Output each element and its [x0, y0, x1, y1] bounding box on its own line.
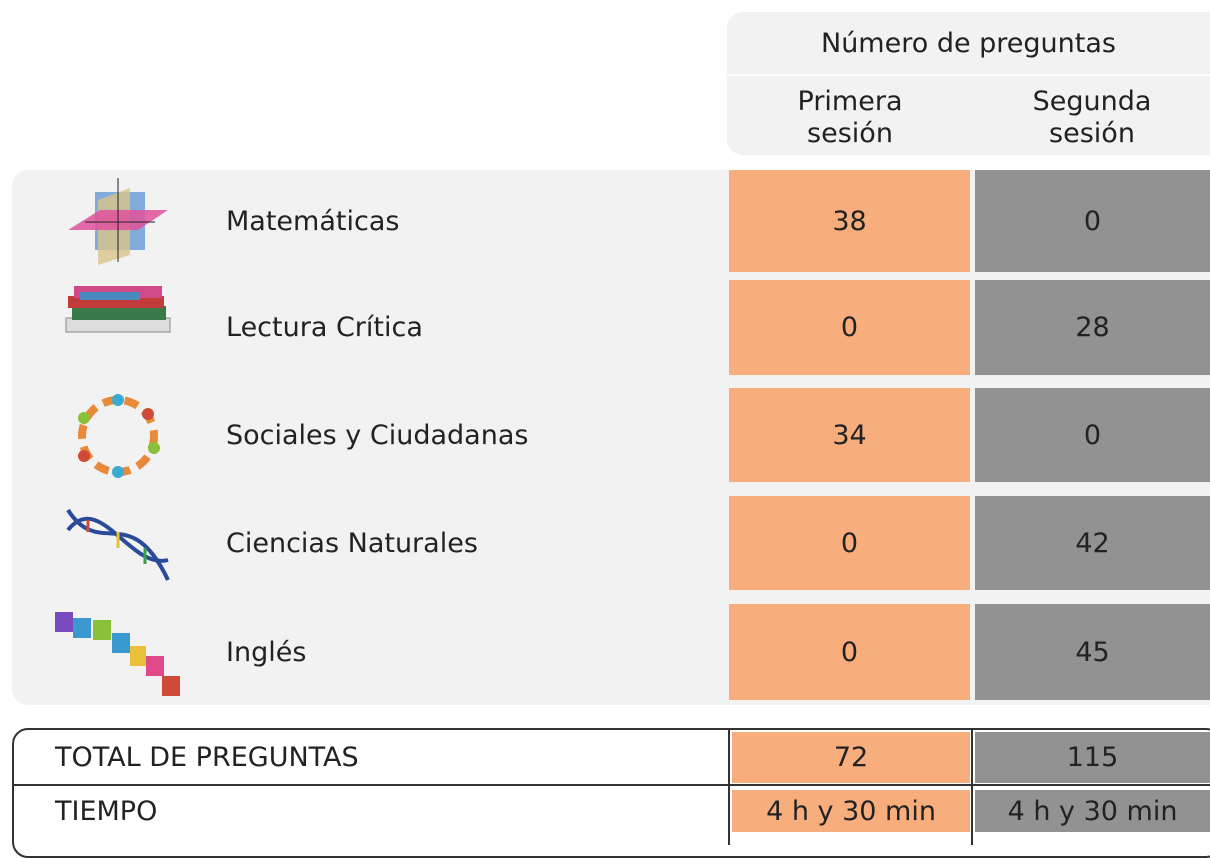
dna-icon — [66, 508, 170, 581]
second-session-value: 42 — [975, 496, 1210, 590]
time-value: 4 h y 30 min — [766, 795, 936, 827]
books-icon — [65, 286, 171, 333]
second-session-value: 0 — [975, 170, 1210, 272]
second-session-value: 45 — [975, 604, 1210, 700]
total-value: 72 — [833, 742, 869, 773]
subject-label: Sociales y Ciudadanas — [226, 419, 529, 451]
subject-label: Inglés — [226, 636, 307, 668]
column-header: Segunda sesión — [1032, 85, 1152, 149]
time-label: TIEMPO — [55, 795, 158, 827]
header-panel — [727, 12, 1210, 155]
subject-label: Matemáticas — [226, 205, 400, 237]
first-session-value: 34 — [729, 388, 970, 482]
first-session-value: 0 — [729, 604, 970, 700]
people-icon — [78, 394, 160, 478]
total-cell-bg — [732, 732, 970, 783]
second-session-value: 28 — [975, 280, 1210, 375]
first-session-value: 0 — [729, 496, 970, 590]
summary-divider — [12, 784, 1210, 786]
subject-label: Lectura Crítica — [226, 312, 423, 343]
header-divider — [727, 74, 1210, 76]
total-value: 115 — [1066, 742, 1119, 773]
column-header: Primera sesión — [797, 85, 903, 149]
summary-vline — [971, 728, 973, 845]
time-value: 4 h y 30 min — [1007, 795, 1178, 827]
english-icon — [55, 612, 180, 696]
summary-vline — [728, 728, 730, 845]
time-cell-bg — [732, 790, 970, 832]
header-title: Número de preguntas — [821, 27, 1116, 59]
time-cell-bg — [975, 790, 1210, 832]
total-cell-bg — [975, 732, 1210, 783]
total-label: TOTAL DE PREGUNTAS — [55, 742, 359, 773]
math-icon — [68, 178, 168, 265]
second-session-value: 0 — [975, 388, 1210, 482]
subject-label: Ciencias Naturales — [226, 527, 478, 559]
first-session-value: 38 — [729, 170, 970, 272]
first-session-value: 0 — [729, 280, 970, 375]
